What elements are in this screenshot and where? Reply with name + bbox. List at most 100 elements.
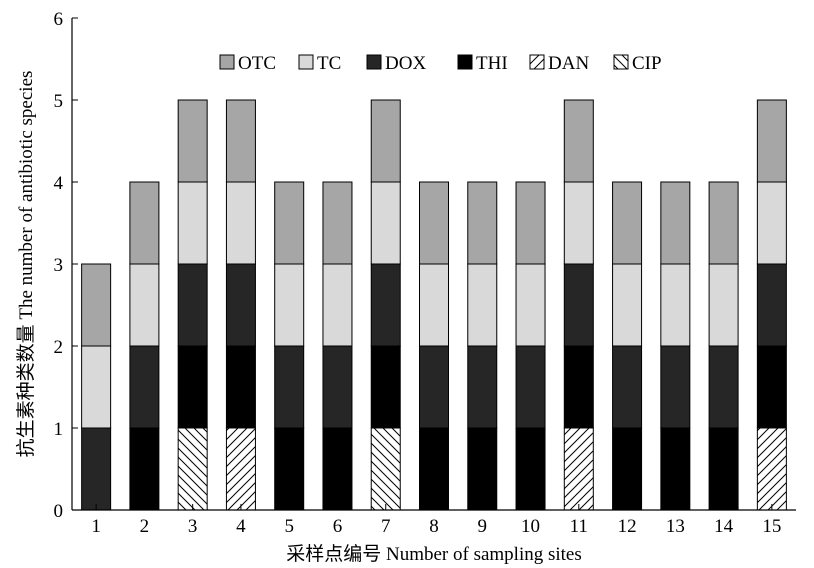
x-tick-label-10: 10 (521, 516, 540, 537)
legend-label-dan: DAN (548, 53, 589, 74)
bar-segment-otc-site-12 (612, 181, 643, 265)
x-tick-label-15: 15 (762, 516, 781, 537)
bar-segment-thi-site-4 (225, 345, 256, 429)
y-tick-label-2: 2 (54, 337, 64, 358)
bar-segment-thi-site-10 (515, 427, 546, 511)
bar-segment-tc-site-5 (274, 263, 305, 347)
bar-segment-dox-site-13 (660, 345, 691, 429)
bar-segment-thi-site-8 (419, 427, 449, 511)
bar-segment-dox-site-4 (225, 263, 256, 347)
x-tick-label-7: 7 (381, 516, 391, 537)
bar-segment-tc-site-14 (708, 263, 739, 347)
legend-label-dox: DOX (385, 53, 426, 74)
legend-label-thi: THI (476, 53, 508, 74)
legend: OTC TC DOX THI DAN CIP (219, 53, 662, 74)
bar-segment-dox-site-14 (708, 345, 739, 429)
bar-segment-otc-site-2 (129, 181, 160, 265)
legend-swatch-otc (219, 54, 235, 70)
legend-swatch-thi (457, 54, 473, 70)
bar-segment-otc-site-8 (419, 181, 449, 265)
bar-segment-thi-site-12 (612, 427, 643, 511)
bar-segment-otc-site-11 (563, 99, 594, 183)
bar-segment-cip-site-7 (370, 427, 401, 511)
bar-segment-tc-site-13 (660, 263, 691, 347)
bar-segment-otc-site-1 (81, 263, 112, 347)
bar-segment-dox-site-10 (515, 345, 546, 429)
x-tick-label-13: 13 (666, 516, 685, 537)
bar-segment-otc-site-4 (225, 99, 256, 183)
y-tick-label-0: 0 (54, 501, 64, 522)
bar-segment-dox-site-12 (612, 345, 643, 429)
y-tick-label-6: 6 (54, 9, 64, 30)
bar-segment-tc-site-7 (370, 181, 401, 265)
x-tick-label-4: 4 (236, 516, 246, 537)
y-tick-label-3: 3 (54, 255, 64, 276)
x-tick-label-14: 14 (714, 516, 734, 537)
bar-segment-dox-site-1 (81, 427, 112, 511)
x-tick-label-8: 8 (429, 516, 439, 537)
bar-segment-dox-site-3 (177, 263, 208, 347)
bar-segment-thi-site-2 (129, 427, 160, 511)
bar-segment-dox-site-9 (467, 345, 498, 429)
legend-label-cip: CIP (632, 53, 662, 74)
bar-segment-dox-site-7 (370, 263, 401, 347)
bar-segment-otc-site-14 (708, 181, 739, 265)
bar-segment-dan-site-4 (225, 427, 256, 511)
bar-segment-thi-site-3 (177, 345, 208, 429)
legend-swatch-tc (298, 54, 314, 70)
x-tick-label-3: 3 (188, 516, 198, 537)
legend-label-tc: TC (317, 53, 341, 74)
bar-segment-tc-site-3 (177, 181, 208, 265)
bar-segment-tc-site-9 (467, 263, 498, 347)
legend-swatch-cip (613, 54, 629, 70)
bar-segment-tc-site-6 (322, 263, 353, 347)
x-tick-label-11: 11 (570, 516, 588, 537)
legend-swatch-dan (529, 54, 545, 70)
bar-segment-otc-site-3 (177, 99, 208, 183)
bar-segment-dox-site-2 (129, 345, 160, 429)
x-tick-label-6: 6 (333, 516, 343, 537)
bar-segment-tc-site-4 (225, 181, 256, 265)
bar-segment-dox-site-5 (274, 345, 305, 429)
x-axis-title: 采样点编号 Number of sampling sites (286, 543, 582, 565)
bar-segment-thi-site-6 (322, 427, 353, 511)
bar-segment-dan-site-15 (756, 427, 787, 511)
bar-segment-otc-site-13 (660, 181, 691, 265)
y-axis-title: 抗生素种类数量 The number of antibiotic species (15, 71, 37, 458)
bar-segment-thi-site-14 (708, 427, 739, 511)
bar-segment-thi-site-9 (467, 427, 498, 511)
bar-segment-otc-site-9 (467, 181, 498, 265)
bar-segment-otc-site-5 (274, 181, 305, 265)
legend-swatch-dox (366, 54, 382, 70)
bar-segment-tc-site-15 (756, 181, 787, 265)
bar-segment-thi-site-13 (660, 427, 691, 511)
bar-segment-dox-site-11 (563, 263, 594, 347)
bar-segment-tc-site-12 (612, 263, 643, 347)
bar-segment-tc-site-10 (515, 263, 546, 347)
bar-segment-otc-site-10 (515, 181, 546, 265)
x-tick-label-12: 12 (618, 516, 637, 537)
bar-segment-cip-site-3 (177, 427, 208, 511)
bars-layer (81, 99, 787, 511)
x-tick-label-1: 1 (91, 516, 101, 537)
bar-segment-dox-site-8 (419, 345, 449, 429)
bar-segment-tc-site-1 (81, 345, 112, 429)
bar-segment-dox-site-6 (322, 345, 353, 429)
bar-segment-tc-site-11 (563, 181, 594, 265)
bar-segment-tc-site-2 (129, 263, 160, 347)
bar-segment-thi-site-11 (563, 345, 594, 429)
bar-segment-otc-site-7 (370, 99, 401, 183)
bar-segment-dox-site-15 (756, 263, 787, 347)
bar-segment-thi-site-15 (756, 345, 787, 429)
bar-segment-otc-site-15 (756, 99, 787, 183)
x-tick-label-2: 2 (140, 516, 150, 537)
x-tick-label-5: 5 (284, 516, 294, 537)
legend-label-otc: OTC (238, 53, 276, 74)
y-tick-label-4: 4 (54, 173, 64, 194)
bar-segment-dan-site-11 (563, 427, 594, 511)
x-tick-label-9: 9 (478, 516, 488, 537)
y-tick-label-5: 5 (54, 91, 64, 112)
bar-segment-otc-site-6 (322, 181, 353, 265)
